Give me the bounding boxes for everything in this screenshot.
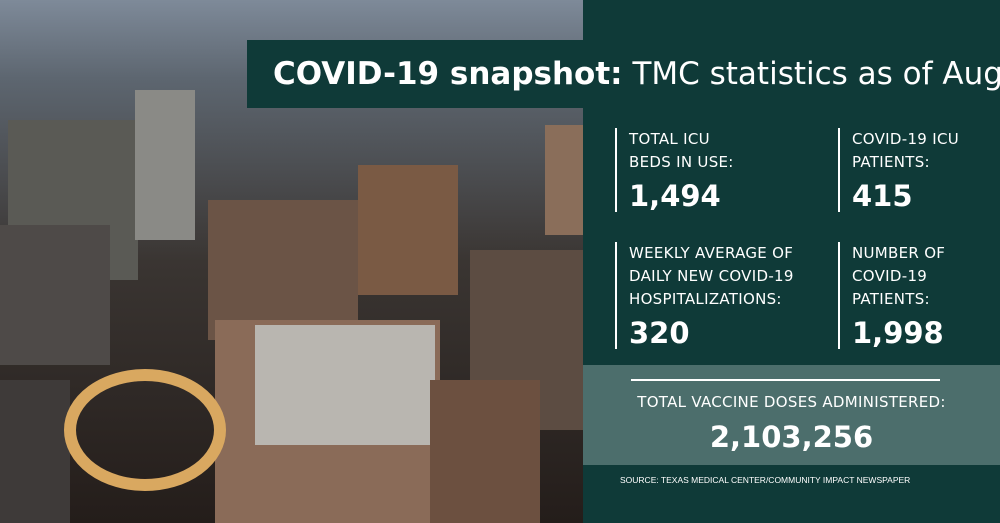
label-line: NUMBER OF (852, 244, 946, 262)
source: SOURCE: TEXAS MEDICAL CENTER/COMMUNITY I… (620, 475, 911, 485)
label-line: TOTAL ICU (629, 130, 710, 148)
rule (631, 379, 940, 381)
stat-value: 320 (629, 316, 690, 350)
stat-label: NUMBER OF COVID-19 PATIENTS: (852, 242, 945, 311)
stat-value: 1,998 (852, 316, 944, 350)
vaccine-box: TOTAL VACCINE DOSES ADMINISTERED: 2,103,… (583, 365, 1000, 465)
label-line: DAILY NEW COVID-19 (629, 267, 794, 285)
label-line: HOSPITALIZATIONS: (629, 290, 782, 308)
stat-label: COVID-19 ICU PATIENTS: (852, 128, 959, 174)
label-line: COVID-19 (852, 267, 928, 285)
stat: NUMBER OF COVID-19 PATIENTS: 1,998 (838, 242, 945, 349)
stat-label: TOTAL ICU BEDS IN USE: (629, 128, 734, 174)
stat-value: 1,494 (629, 179, 721, 213)
vaccine-value: 2,103,256 (709, 420, 874, 454)
title-rest: TMC statistics as of Aug. 9 (632, 56, 1000, 92)
label-line: WEEKLY AVERAGE OF (629, 244, 794, 262)
stat: TOTAL ICU BEDS IN USE: 1,494 (615, 128, 734, 212)
label-line: BEDS IN USE: (629, 153, 734, 171)
title: COVID-19 snapshot: TMC statistics as of … (247, 40, 1000, 108)
stat: WEEKLY AVERAGE OF DAILY NEW COVID-19 HOSPI… (615, 242, 794, 349)
stat-label: WEEKLY AVERAGE OF DAILY NEW COVID-19 HOSPI… (629, 242, 794, 311)
label-line: COVID-19 ICU (852, 130, 959, 148)
stat: COVID-19 ICU PATIENTS: 415 (838, 128, 959, 212)
label-line: PATIENTS: (852, 290, 930, 308)
stat-value: 415 (852, 179, 913, 213)
label-line: PATIENTS: (852, 153, 930, 171)
vaccine-label: TOTAL VACCINE DOSES ADMINISTERED: (637, 393, 946, 411)
title-bold: COVID-19 snapshot: (273, 56, 623, 92)
